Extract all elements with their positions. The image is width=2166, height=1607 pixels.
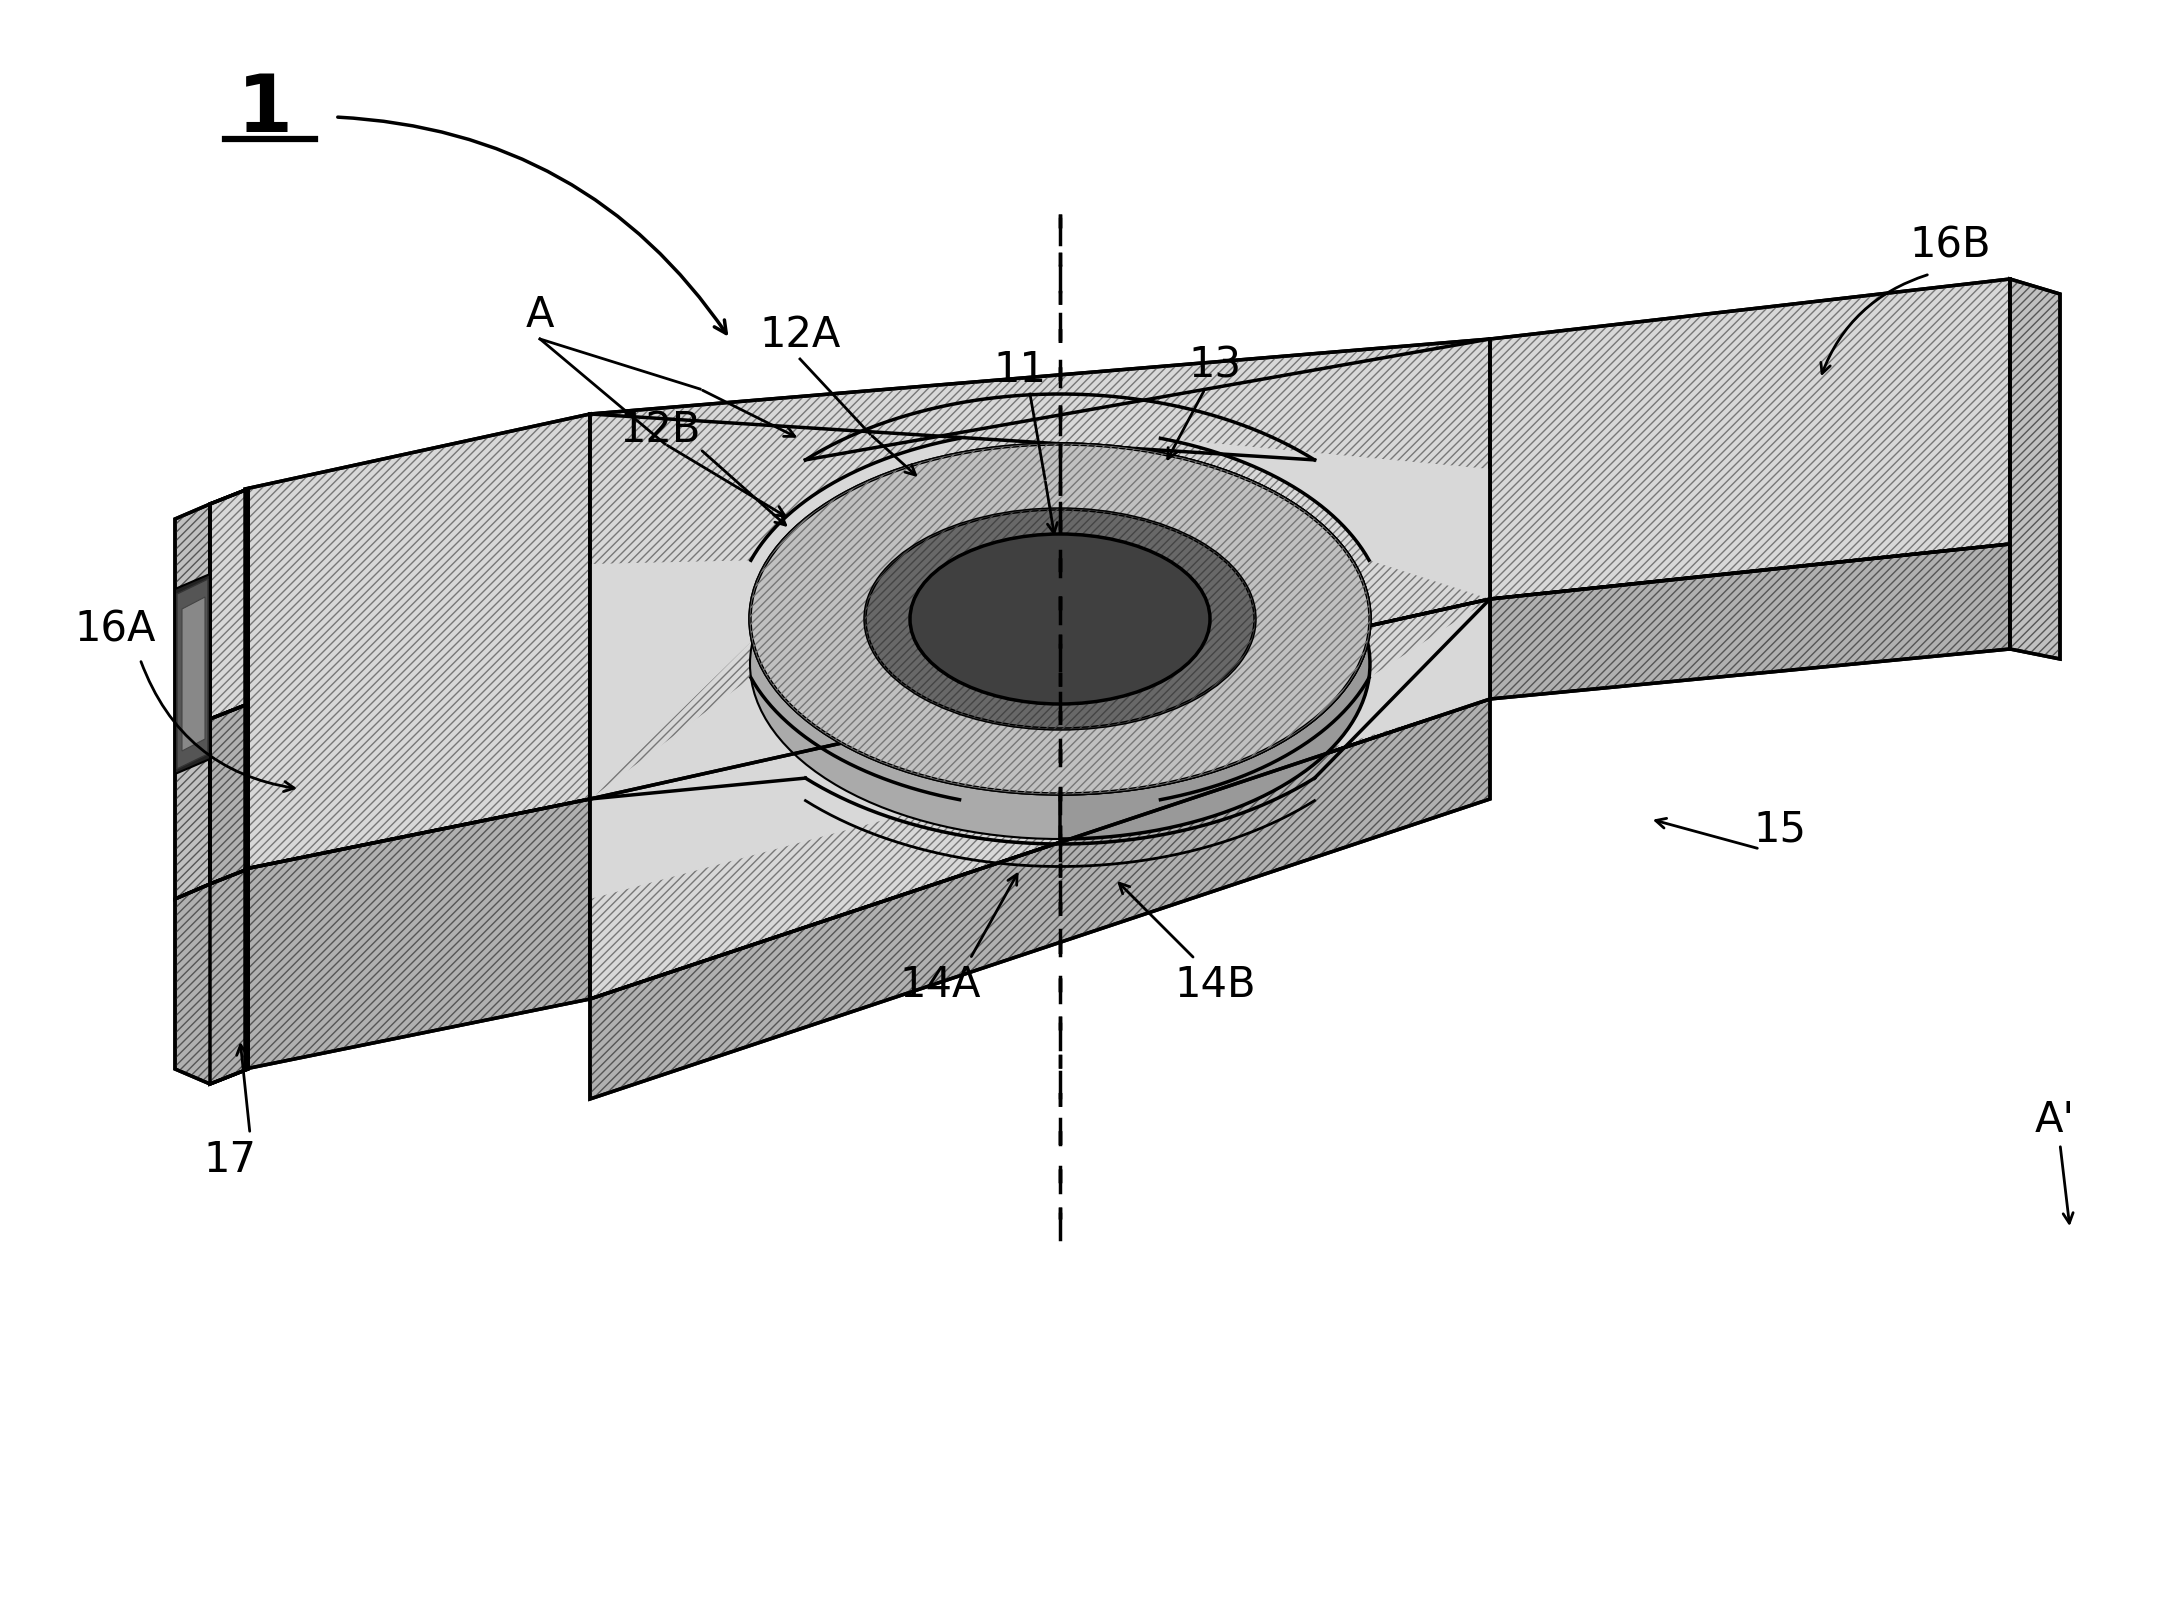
Text: 1: 1 <box>236 71 292 149</box>
FancyArrowPatch shape <box>1822 276 1928 374</box>
Polygon shape <box>1059 445 1369 839</box>
Polygon shape <box>210 490 247 720</box>
Ellipse shape <box>864 509 1254 730</box>
Text: 11: 11 <box>994 349 1046 391</box>
Polygon shape <box>589 699 1490 1099</box>
Polygon shape <box>589 599 1490 1000</box>
FancyArrowPatch shape <box>338 117 726 334</box>
Polygon shape <box>210 704 247 884</box>
Polygon shape <box>175 575 210 775</box>
Text: A': A' <box>2036 1098 2075 1141</box>
Polygon shape <box>1490 280 2010 599</box>
Polygon shape <box>1490 545 2010 699</box>
Text: A: A <box>526 294 554 336</box>
Text: 14A: 14A <box>899 964 981 1006</box>
Polygon shape <box>210 490 247 1085</box>
Polygon shape <box>245 415 589 869</box>
Polygon shape <box>589 678 960 900</box>
Ellipse shape <box>910 535 1211 704</box>
Polygon shape <box>178 580 208 770</box>
Text: 15: 15 <box>1754 808 1806 850</box>
Polygon shape <box>589 439 960 800</box>
Polygon shape <box>245 800 589 1069</box>
Text: 12A: 12A <box>760 313 840 355</box>
Ellipse shape <box>864 554 1254 775</box>
Text: 14B: 14B <box>1174 964 1256 1006</box>
Text: 16A: 16A <box>74 609 156 651</box>
FancyArrowPatch shape <box>141 662 295 792</box>
Ellipse shape <box>864 509 1254 730</box>
Polygon shape <box>182 598 206 752</box>
Polygon shape <box>1161 599 1490 800</box>
Text: 12B: 12B <box>619 408 702 450</box>
Text: 13: 13 <box>1189 344 1241 386</box>
Polygon shape <box>1161 439 1490 599</box>
Polygon shape <box>1059 509 1254 775</box>
Ellipse shape <box>749 445 1371 794</box>
Ellipse shape <box>749 445 1371 794</box>
Polygon shape <box>589 339 1490 800</box>
Text: 16B: 16B <box>1908 223 1991 265</box>
Polygon shape <box>175 505 210 900</box>
Ellipse shape <box>749 490 1371 839</box>
Polygon shape <box>175 869 247 1085</box>
Ellipse shape <box>910 535 1211 704</box>
Polygon shape <box>2010 280 2060 659</box>
Text: 17: 17 <box>204 1138 256 1180</box>
